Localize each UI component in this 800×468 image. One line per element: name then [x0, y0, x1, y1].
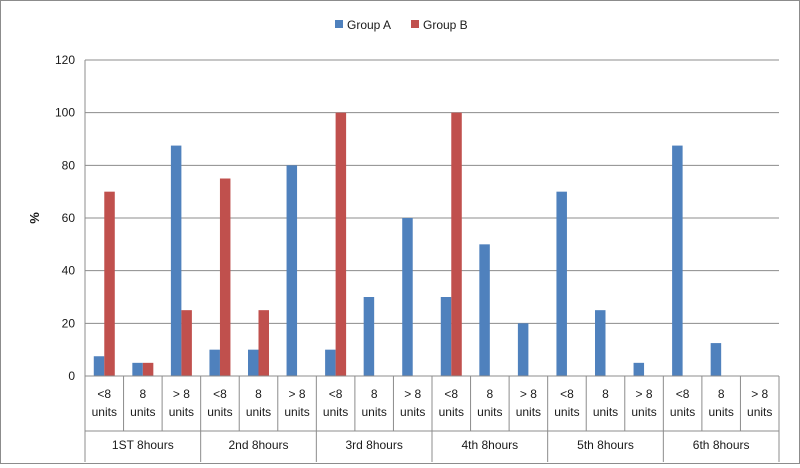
y-tick-label: 0 [68, 369, 75, 383]
bar-group-a [132, 362, 143, 376]
x-axis: <8 units 8 units > 8 units <8 units 8 units > 8 uni… [84, 375, 780, 462]
group-label: 3rd 8hours [345, 438, 402, 452]
bar-group-b [181, 310, 192, 376]
bars [93, 112, 722, 377]
bar-group-b [104, 191, 115, 376]
group-label: 1ST 8hours [112, 438, 174, 452]
x-tick-label: > 8 units [284, 387, 309, 419]
bar-group-b [335, 112, 347, 377]
bar-group-b [142, 362, 154, 376]
group-label: 4th 8hours [461, 438, 518, 452]
x-tick-label: > 8 units [400, 387, 425, 419]
bar-group-a [170, 145, 182, 376]
legend: Group A Group B [335, 18, 468, 32]
y-axis-label: % [27, 212, 42, 224]
x-tick-label: 8 units [708, 387, 733, 419]
bar-group-a [402, 218, 413, 376]
bar-group-a [325, 349, 336, 376]
x-tick-label: <8 units [554, 387, 579, 419]
bar-group-a [286, 165, 298, 376]
y-tick-label: 120 [55, 53, 75, 67]
bar-group-a [93, 356, 105, 376]
y-tick-label: 20 [62, 316, 76, 330]
x-tick-label: 8 units [593, 387, 618, 419]
x-tick-label: 8 units [246, 387, 271, 419]
bar-group-a [595, 310, 606, 376]
bar-group-a [556, 191, 567, 376]
x-tick-label: 8 units [361, 387, 386, 419]
y-tick-label: 40 [62, 264, 76, 278]
legend-label: Group B [423, 18, 468, 32]
x-tick-label: <8 units [670, 387, 695, 419]
y-tick-label: 100 [55, 106, 75, 120]
bar-group-b [219, 178, 231, 376]
bar-group-a [710, 343, 722, 376]
bar-group-a [440, 297, 452, 376]
group-label: 5th 8hours [577, 438, 634, 452]
x-tick-label: > 8 units [747, 387, 772, 419]
bar-group-a [672, 145, 683, 376]
x-tick-label: 8 units [477, 387, 502, 419]
group-label: 2nd 8hours [228, 438, 288, 452]
x-tick-label: <8 units [92, 387, 117, 419]
legend-label: Group A [347, 18, 391, 32]
x-tick-label: > 8 units [631, 387, 656, 419]
bar-group-a [633, 362, 645, 376]
x-tick-label: 8 units [130, 387, 155, 419]
legend-swatch [411, 20, 419, 28]
bar-group-b [258, 310, 269, 376]
bar-group-a [363, 297, 375, 376]
bar-group-a [517, 323, 529, 376]
x-tick-label: > 8 units [516, 387, 541, 419]
bar-group-a [209, 349, 220, 376]
legend-swatch [335, 20, 343, 28]
bar-group-b [451, 112, 462, 377]
y-tick-label: 80 [62, 158, 76, 172]
x-tick-label: <8 units [323, 387, 348, 419]
x-tick-label: <8 units [439, 387, 464, 419]
x-tick-label: > 8 units [169, 387, 194, 419]
bar-group-a [248, 349, 259, 376]
gridlines [85, 59, 779, 324]
group-label: 6th 8hours [693, 438, 750, 452]
y-axis: 0 20 40 60 80 100 120% [27, 53, 86, 383]
y-tick-label: 60 [62, 211, 76, 225]
x-tick-label: <8 units [207, 387, 232, 419]
bar-group-a [479, 244, 490, 376]
